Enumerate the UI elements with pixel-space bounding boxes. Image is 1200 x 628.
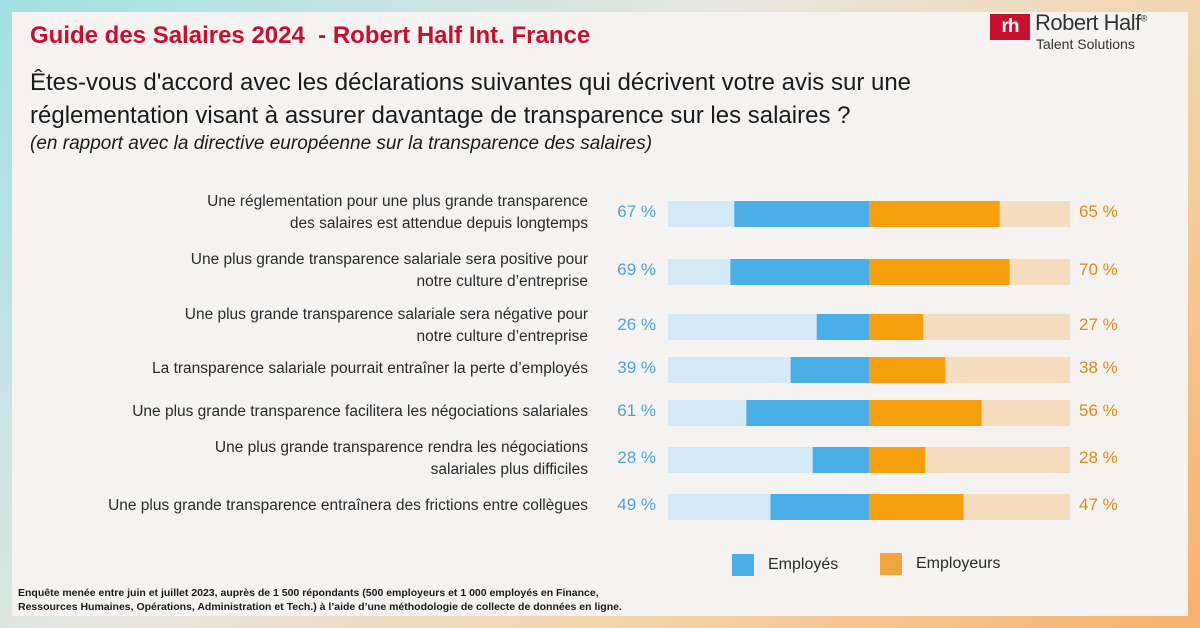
page-title: Guide des Salaires 2024 - Robert Half In… (30, 22, 591, 49)
category-label-line: Une réglementation pour une plus grande … (207, 193, 588, 210)
category-label-line: Une plus grande transparence rendra les … (214, 439, 588, 456)
legend-employeurs: Employeurs (880, 553, 1000, 575)
category-label-text: La transparence salariale pourrait entra… (152, 358, 588, 380)
value-label-employeurs: 65 % (1079, 202, 1118, 221)
value-label-employes: 39 % (617, 358, 656, 377)
category-label: La transparence salariale pourrait entra… (28, 358, 588, 380)
logo-subtitle: Talent Solutions (1036, 36, 1135, 52)
value-label-employeurs: 47 % (1079, 495, 1118, 514)
bar-employeurs (869, 494, 964, 520)
value-label-employes: 26 % (617, 315, 656, 334)
category-label: Une plus grande transparence entraînera … (28, 495, 588, 517)
registered-mark: ® (1140, 13, 1148, 24)
category-label: Une plus grande transparence salariale s… (28, 249, 588, 293)
category-label-line: Une plus grande transparence salariale s… (184, 306, 588, 323)
bar-employeurs (869, 259, 1010, 285)
value-label-employeurs: 28 % (1079, 448, 1118, 467)
robert-half-logo: rh Robert Half® Talent Solutions (990, 10, 1170, 62)
value-label-employeurs: 70 % (1079, 260, 1118, 279)
legend-label-employes: Employés (768, 556, 839, 573)
bar-employeurs (869, 314, 924, 340)
category-label-line: salariales plus difficiles (430, 461, 588, 478)
legend-swatch-employeurs (880, 553, 902, 575)
bar-employes (770, 494, 869, 520)
category-label: Une plus grande transparence rendra les … (28, 437, 588, 481)
survey-footnote: Enquête menée entre juin et juillet 2023… (18, 586, 778, 614)
category-label-text: Une plus grande transparence facilitera … (132, 401, 588, 423)
value-label-employes: 69 % (617, 260, 656, 279)
logo-name: Robert Half® (1035, 10, 1147, 36)
value-label-employeurs: 56 % (1079, 401, 1118, 420)
question-line-1: Êtes-vous d'accord avec les déclarations… (30, 69, 912, 96)
value-label-employeurs: 27 % (1079, 315, 1118, 334)
bar-employes (812, 447, 869, 473)
bar-employeurs (869, 201, 1000, 227)
bar-employes (790, 357, 869, 383)
category-label-text: Une plus grande transparence rendra les … (215, 437, 588, 481)
survey-question: Êtes-vous d'accord avec les déclarations… (30, 66, 1030, 132)
category-label-line: Une plus grande transparence salariale s… (190, 251, 588, 268)
category-label-line: notre culture d’entreprise (416, 328, 588, 345)
question-line-2: réglementation visant à assurer davantag… (30, 102, 851, 129)
bar-employes (734, 201, 869, 227)
category-label-text: Une plus grande transparence salariale s… (191, 249, 588, 293)
value-label-employes: 61 % (617, 401, 656, 420)
footnote-line-2: Ressources Humaines, Opérations, Adminis… (18, 601, 622, 613)
value-label-employes: 49 % (617, 495, 656, 514)
category-label-text: Une réglementation pour une plus grande … (207, 191, 588, 235)
category-label-text: Une plus grande transparence entraînera … (108, 495, 588, 517)
value-label-employes: 67 % (617, 202, 656, 221)
category-label: Une plus grande transparence salariale s… (28, 304, 588, 348)
legend-swatch-employes (732, 554, 754, 576)
footnote-line-1: Enquête menée entre juin et juillet 2023… (18, 587, 599, 599)
category-label: Une réglementation pour une plus grande … (28, 191, 588, 235)
category-label-line: La transparence salariale pourrait entra… (152, 360, 588, 377)
category-label-line: notre culture d’entreprise (416, 273, 588, 290)
value-label-employeurs: 38 % (1079, 358, 1118, 377)
bar-employeurs (869, 400, 982, 426)
category-label-text: Une plus grande transparence salariale s… (185, 304, 588, 348)
bar-employes (730, 259, 869, 285)
category-label-line: Une plus grande transparence entraînera … (108, 497, 588, 514)
logo-name-text: Robert Half (1035, 10, 1141, 35)
bar-employes (816, 314, 869, 340)
bar-employeurs (869, 357, 946, 383)
legend-employes: Employés (732, 554, 838, 576)
category-label-line: des salaires est attendue depuis longtem… (289, 215, 588, 232)
logo-mark: rh (990, 14, 1030, 40)
category-label-line: Une plus grande transparence facilitera … (132, 403, 588, 420)
question-subtitle: (en rapport avec la directive européenne… (30, 133, 653, 154)
category-label: Une plus grande transparence facilitera … (28, 401, 588, 423)
bar-employeurs (869, 447, 926, 473)
legend-label-employeurs: Employeurs (916, 555, 1001, 572)
value-label-employes: 28 % (617, 448, 656, 467)
bar-employes (746, 400, 869, 426)
